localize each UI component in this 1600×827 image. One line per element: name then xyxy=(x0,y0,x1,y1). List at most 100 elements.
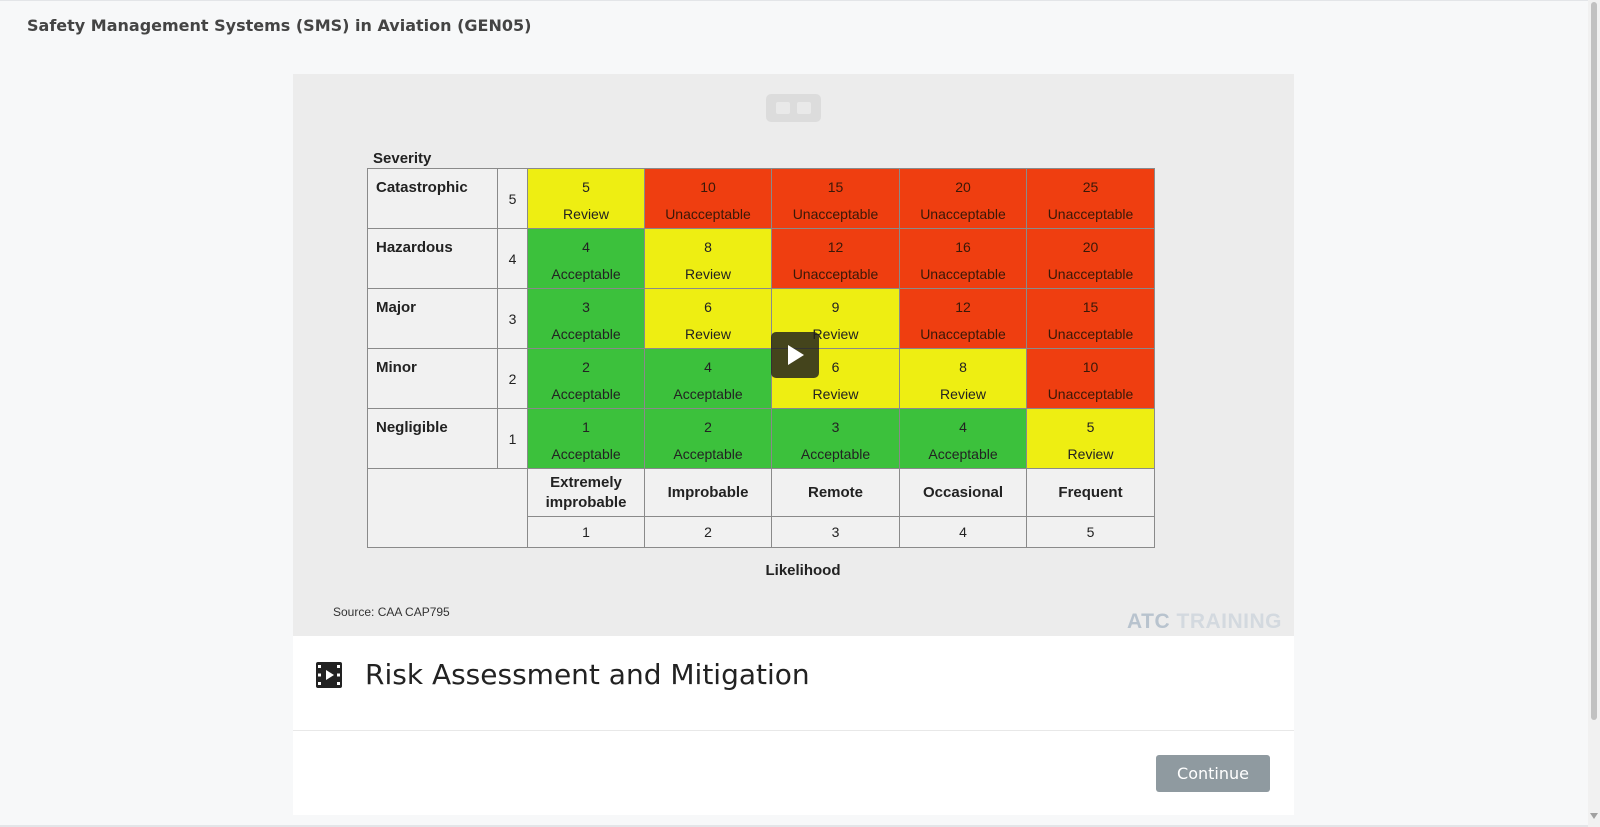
risk-cell: 20 Unacceptable xyxy=(899,168,1027,229)
likelihood-level: 3 xyxy=(771,516,900,548)
scroll-down-arrow-icon[interactable] xyxy=(1590,813,1598,819)
risk-rating: Review xyxy=(1067,446,1114,462)
severity-name: Minor xyxy=(367,348,498,409)
risk-rating: Review xyxy=(940,386,986,402)
risk-score: 6 xyxy=(704,299,712,315)
page-scrollbar[interactable] xyxy=(1588,0,1600,827)
risk-score: 2 xyxy=(582,359,590,375)
risk-rating: Acceptable xyxy=(673,446,743,462)
risk-cell: 25 Unacceptable xyxy=(1026,168,1155,229)
empty-corner xyxy=(367,468,528,548)
risk-score: 10 xyxy=(1082,359,1099,375)
risk-rating: Acceptable xyxy=(800,446,871,462)
risk-score: 20 xyxy=(1082,239,1099,255)
video-player[interactable]: Severity Catastrophic 5 5 Review 10 Unaccepta… xyxy=(293,74,1294,636)
risk-cell: 16 Unacceptable xyxy=(899,228,1027,289)
risk-score: 12 xyxy=(827,239,844,255)
likelihood-level: 1 xyxy=(527,516,645,548)
risk-rating: Unacceptable xyxy=(920,206,1006,222)
atc-training-logo: ATC TRAINING xyxy=(1127,610,1282,633)
matrix-row: Negligible 1 1 Acceptable 2 Acceptable 3 Accept… xyxy=(367,408,1155,469)
lesson-title: Risk Assessment and Mitigation xyxy=(365,658,810,691)
lesson-header: Risk Assessment and Mitigation xyxy=(293,636,1294,731)
risk-score: 2 xyxy=(704,419,712,435)
risk-rating: Unacceptable xyxy=(920,266,1006,282)
risk-rating: Review xyxy=(812,386,859,402)
risk-score: 20 xyxy=(955,179,971,195)
risk-rating: Unacceptable xyxy=(920,326,1006,342)
risk-score: 15 xyxy=(827,179,844,195)
risk-rating: Acceptable xyxy=(551,386,621,402)
risk-rating: Unacceptable xyxy=(1047,386,1134,402)
risk-score: 10 xyxy=(700,179,716,195)
risk-matrix: Catastrophic 5 5 Review 10 Unacceptable 15 Unac… xyxy=(367,168,1155,548)
risk-score: 5 xyxy=(582,179,590,195)
likelihood-name: Improbable xyxy=(644,468,772,517)
risk-score: 12 xyxy=(955,299,971,315)
risk-cell: 15 Unacceptable xyxy=(1026,288,1155,349)
severity-level: 3 xyxy=(497,288,528,349)
severity-name: Major xyxy=(367,288,498,349)
risk-score: 1 xyxy=(582,419,590,435)
matrix-row: Minor 2 2 Acceptable 4 Acceptable 6 Review 8 Revi… xyxy=(367,348,1155,409)
risk-cell: 3 Acceptable xyxy=(771,408,900,469)
matrix-row: Catastrophic 5 5 Review 10 Unacceptable 15 Unac… xyxy=(367,168,1155,229)
likelihood-name: Remote xyxy=(771,468,900,517)
source-note: Source: CAA CAP795 xyxy=(333,605,450,619)
continue-button[interactable]: Continue xyxy=(1156,755,1270,792)
severity-level: 2 xyxy=(497,348,528,409)
risk-score: 8 xyxy=(704,239,712,255)
risk-rating: Unacceptable xyxy=(1047,326,1134,342)
video-lesson-icon xyxy=(316,662,342,688)
risk-score: 4 xyxy=(582,239,590,255)
likelihood-name-row: Extremely improbable Improbable Remote Occa… xyxy=(367,468,1155,548)
risk-rating: Unacceptable xyxy=(1047,266,1134,282)
course-title: Safety Management Systems (SMS) in Aviat… xyxy=(27,16,532,35)
likelihood-level: 5 xyxy=(1026,516,1155,548)
play-icon xyxy=(788,345,804,365)
severity-name: Catastrophic xyxy=(367,168,498,229)
fullscreen-icon[interactable] xyxy=(797,102,811,114)
risk-score: 15 xyxy=(1082,299,1099,315)
risk-rating: Acceptable xyxy=(551,446,621,462)
risk-cell: 4 Acceptable xyxy=(899,408,1027,469)
risk-score: 3 xyxy=(582,299,590,315)
risk-cell: 4 Acceptable xyxy=(644,348,772,409)
play-button[interactable] xyxy=(771,332,819,378)
risk-score: 4 xyxy=(704,359,712,375)
likelihood-level: 4 xyxy=(899,516,1027,548)
risk-cell: 6 Review xyxy=(644,288,772,349)
severity-level: 4 xyxy=(497,228,528,289)
risk-score: 5 xyxy=(1086,419,1095,435)
risk-rating: Unacceptable xyxy=(1047,206,1134,222)
video-controls xyxy=(766,94,821,122)
risk-cell: 10 Unacceptable xyxy=(644,168,772,229)
risk-cell: 2 Acceptable xyxy=(644,408,772,469)
severity-level: 5 xyxy=(497,168,528,229)
risk-cell: 20 Unacceptable xyxy=(1026,228,1155,289)
risk-cell: 12 Unacceptable xyxy=(771,228,900,289)
likelihood-heading: Likelihood xyxy=(765,562,841,579)
risk-rating: Unacceptable xyxy=(665,206,751,222)
risk-score: 3 xyxy=(831,419,840,435)
risk-score: 6 xyxy=(831,359,840,375)
risk-cell: 3 Acceptable xyxy=(527,288,645,349)
risk-rating: Acceptable xyxy=(673,386,743,402)
risk-rating: Review xyxy=(685,326,731,342)
picture-in-picture-icon[interactable] xyxy=(776,102,790,114)
risk-cell: 8 Review xyxy=(644,228,772,289)
risk-cell: 5 Review xyxy=(527,168,645,229)
risk-cell: 10 Unacceptable xyxy=(1026,348,1155,409)
risk-cell: 15 Unacceptable xyxy=(771,168,900,229)
risk-rating: Acceptable xyxy=(928,446,998,462)
risk-rating: Review xyxy=(812,326,859,342)
risk-cell: 1 Acceptable xyxy=(527,408,645,469)
bottom-divider xyxy=(0,825,1588,827)
scrollbar-thumb[interactable] xyxy=(1591,2,1597,720)
severity-name: Hazardous xyxy=(367,228,498,289)
risk-cell: 8 Review xyxy=(899,348,1027,409)
risk-cell: 12 Unacceptable xyxy=(899,288,1027,349)
top-divider xyxy=(0,0,1588,1)
risk-score: 25 xyxy=(1082,179,1099,195)
